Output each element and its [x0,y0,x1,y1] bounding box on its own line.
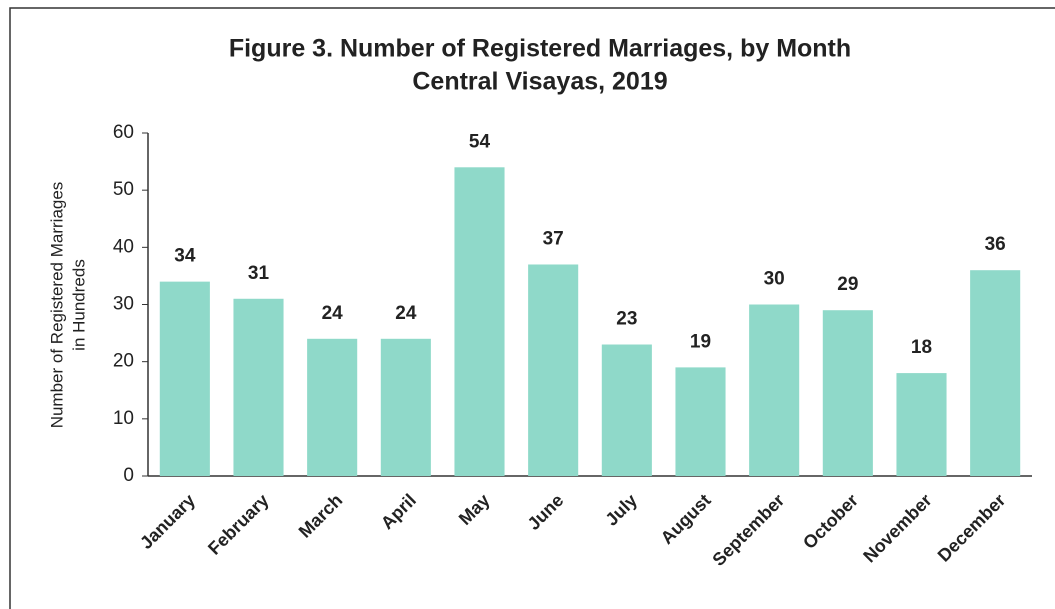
bar [159,281,210,476]
data-label: 19 [690,331,711,352]
data-label: 34 [174,246,196,267]
y-axis-label: in Hundreds [69,259,88,351]
bar [380,338,431,476]
x-tick-label: May [455,490,494,529]
data-label: 54 [469,131,491,152]
x-tick-label: February [204,490,273,559]
y-tick-label: 0 [123,465,134,486]
x-tick-label: September [708,490,788,570]
data-label: 24 [395,303,417,324]
x-tick-label: November [859,490,935,566]
data-label: 23 [616,309,637,330]
y-tick-label: 10 [113,408,134,429]
x-tick-label: April [377,490,420,533]
data-label: 31 [248,263,270,284]
data-label: 18 [911,337,932,358]
chart-title: Central Visayas, 2019 [412,68,667,96]
bar [970,270,1021,476]
bar [675,367,726,476]
chart-title: Figure 3. Number of Registered Marriages… [229,35,851,63]
y-tick-label: 20 [113,351,134,372]
data-label: 29 [837,274,858,295]
y-tick-label: 30 [113,294,134,315]
y-axis-label: Number of Registered Marriages [47,182,66,429]
x-tick-label: December [934,490,1010,566]
data-label: 30 [764,269,785,290]
x-tick-label: October [799,490,862,553]
x-tick-label: January [136,490,199,553]
bar [233,298,284,476]
bar [749,304,800,476]
x-tick-label: March [295,490,347,542]
y-tick-label: 40 [113,236,134,257]
x-tick-label: August [657,490,715,548]
bar [307,338,358,476]
data-label: 24 [322,303,344,324]
bar [896,373,947,476]
bar [822,310,873,476]
x-tick-label: July [601,490,641,530]
x-tick-label: June [524,490,568,534]
bar [528,264,579,476]
y-tick-label: 50 [113,179,134,200]
frame [9,7,1055,609]
data-label: 37 [543,228,564,249]
bar [454,167,505,477]
bar [601,344,652,476]
y-tick-label: 60 [113,122,134,143]
data-label: 36 [985,234,1006,255]
